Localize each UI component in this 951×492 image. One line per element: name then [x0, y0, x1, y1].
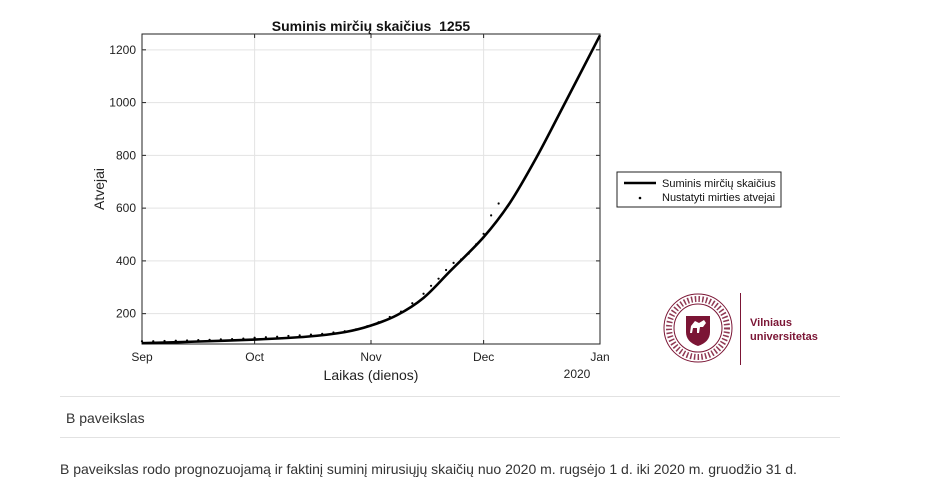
- data-point-observed-death: [298, 334, 301, 337]
- divider-bottom: [60, 437, 840, 438]
- logo-divider: [740, 293, 741, 365]
- university-logo[interactable]: [660, 288, 840, 368]
- figure-caption-description: B paveikslas rodo prognozuojamą ir fakti…: [60, 461, 797, 477]
- series-line-cumulative-deaths: [141, 34, 602, 345]
- data-point-observed-death: [467, 252, 470, 255]
- data-point-observed-death: [475, 243, 478, 246]
- data-point-observed-death: [287, 334, 290, 338]
- data-point-observed-death: [411, 302, 414, 305]
- data-point-observed-death: [174, 339, 177, 342]
- data-point-observed-death: [185, 339, 189, 342]
- data-point-observed-death: [242, 337, 245, 340]
- data-point-observed-death: [321, 332, 324, 335]
- legend-dot-swatch: [638, 196, 642, 200]
- data-point-observed-death: [497, 202, 500, 205]
- data-point-observed-death: [343, 330, 346, 333]
- data-point-observed-death: [377, 321, 380, 324]
- data-point-observed-death: [230, 337, 234, 341]
- x-tick-label: Sep: [131, 350, 153, 364]
- series-layer: [140, 34, 602, 345]
- data-point-observed-death: [399, 310, 403, 313]
- y-tick-label: 400: [116, 254, 136, 268]
- data-point-observed-death: [276, 335, 279, 338]
- y-tick-label: 200: [116, 307, 136, 321]
- divider-top: [60, 396, 840, 397]
- x-tick-label: Oct: [245, 350, 264, 364]
- data-point-observed-death: [444, 268, 448, 272]
- chart-title: Suminis mirčių skaičius 1255: [272, 18, 471, 34]
- university-seal-icon: [663, 293, 733, 363]
- logo-line-2: universitetas: [750, 331, 818, 343]
- chart-figure: Suminis mirčių skaičius 1255 Sep Oct Nov De…: [91, 18, 782, 383]
- data-point-observed-death: [140, 340, 144, 343]
- data-point-observed-death: [366, 325, 369, 328]
- legend-box: [616, 171, 782, 208]
- x-tick-label: Dec: [473, 350, 494, 364]
- x-axis-year-label: 2020: [564, 367, 591, 381]
- data-point-observed-death: [490, 214, 493, 217]
- y-axis-label: Atvejai: [91, 168, 107, 210]
- data-point-observed-death: [388, 315, 391, 319]
- x-tick-label: Nov: [360, 350, 381, 364]
- axes: Sep Oct Nov Dec Jan 200 400 600 800 1000 1200: [109, 34, 610, 364]
- y-tick-label: 600: [116, 201, 136, 215]
- y-tick-label: 800: [116, 148, 136, 162]
- data-point-observed-death: [354, 328, 358, 331]
- data-point-observed-death: [332, 331, 335, 334]
- x-tick-label: Jan: [590, 350, 609, 364]
- legend-entry-line: Suminis mirčių skaičius: [662, 178, 776, 190]
- logo-line-1: Vilniaus: [750, 317, 792, 329]
- y-tick-label: 1000: [109, 96, 136, 110]
- grid: [142, 34, 600, 344]
- legend-entry-dots: Nustatyti mirties atvejai: [662, 192, 775, 204]
- y-tick-label: 1200: [109, 43, 136, 57]
- legend: Suminis mirčių skaičius Nustatyti mirtie…: [616, 171, 782, 208]
- data-point-observed-death: [482, 232, 485, 235]
- data-point-observed-death: [422, 292, 425, 295]
- data-point-observed-death: [264, 336, 267, 339]
- x-axis-label: Laikas (dienos): [324, 367, 419, 383]
- figure-caption-label: B paveikslas: [66, 410, 145, 426]
- data-point-observed-death: [437, 277, 440, 280]
- logo-wordmark: Vilniaus universitetas: [750, 316, 818, 344]
- data-point-observed-death: [452, 261, 455, 264]
- data-point-observed-death: [208, 338, 211, 341]
- data-point-observed-death: [253, 336, 256, 339]
- data-point-observed-death: [309, 333, 313, 336]
- data-point-observed-death: [197, 339, 200, 342]
- data-point-observed-death: [152, 340, 155, 343]
- data-point-observed-death: [163, 339, 166, 343]
- data-point-observed-death: [429, 284, 433, 287]
- data-point-observed-death: [219, 338, 222, 341]
- data-point-observed-death: [459, 258, 463, 261]
